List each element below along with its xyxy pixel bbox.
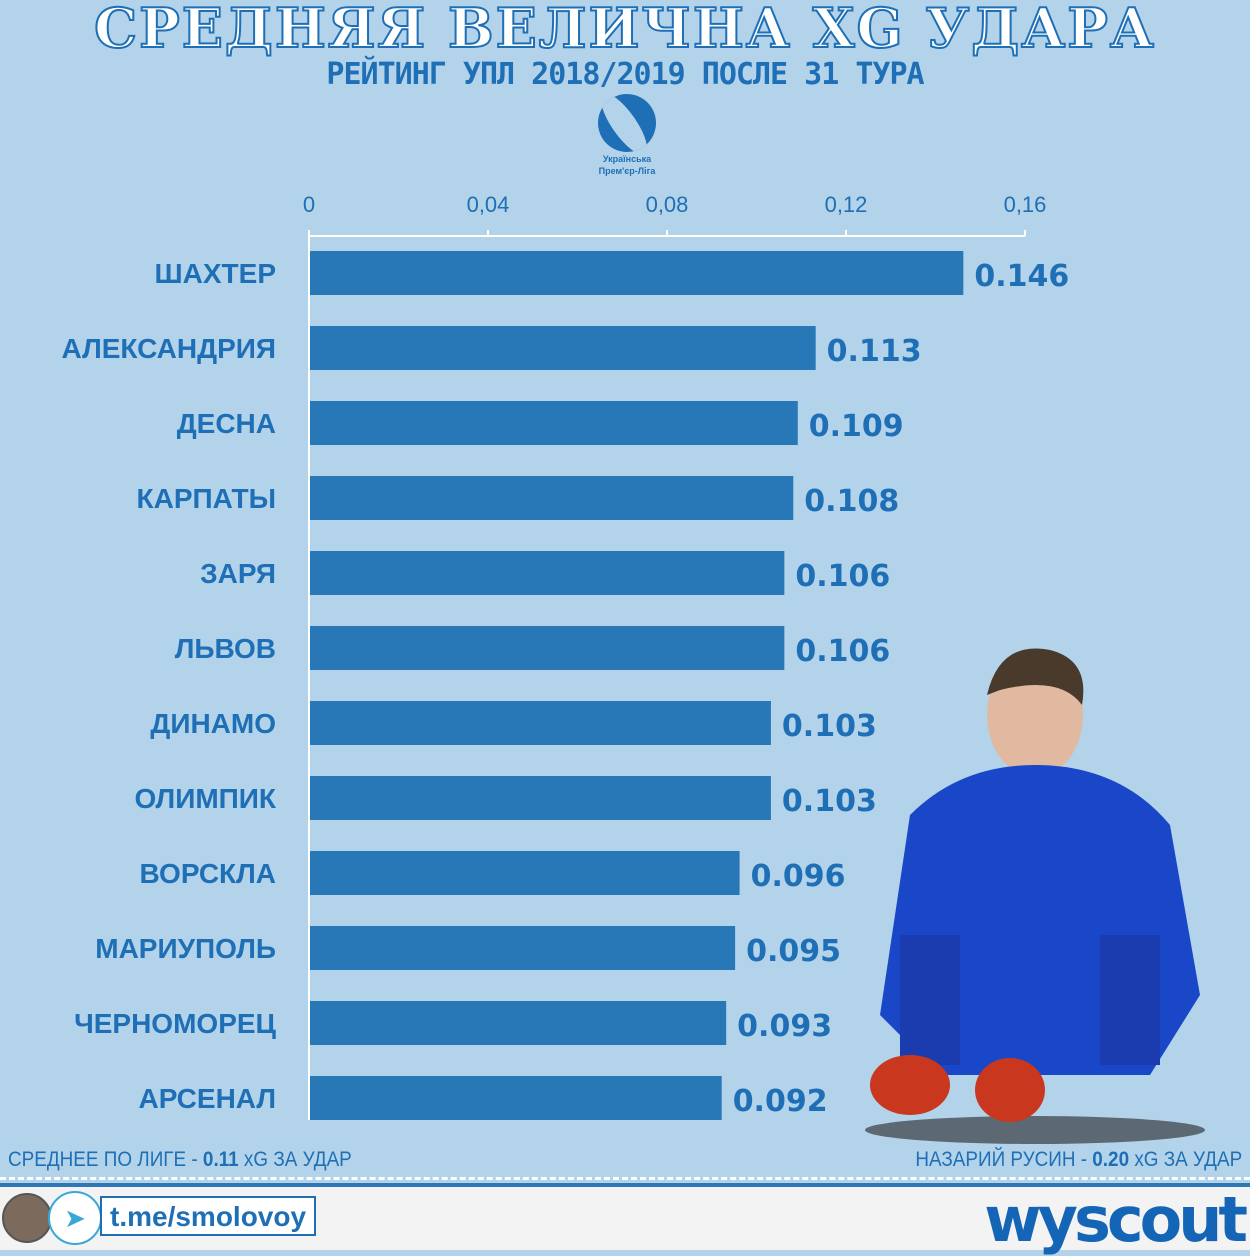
- telegram-icon[interactable]: ➤: [48, 1191, 102, 1245]
- category-label: ОЛИМПИК: [134, 783, 276, 814]
- data-label: 0.106: [795, 559, 890, 594]
- data-label: 0.106: [795, 634, 890, 669]
- bar: [310, 926, 736, 970]
- bar-chart: 0 0,04 0,08 0,12 0,16 ШАХТЕР 0.146 АЛЕКСАНДРИЯ 0…: [62, 192, 1069, 1120]
- page-title: СРЕДНЯЯ ВЕЛИЧНА XG УДАРА: [93, 0, 1156, 60]
- bar: [310, 251, 964, 295]
- note-value: 0.20: [1092, 1148, 1129, 1171]
- category-label: ЛЬВОВ: [175, 633, 276, 664]
- category-label: ШАХТЕР: [155, 258, 277, 289]
- note-value: 0.11: [202, 1148, 239, 1171]
- league-average-note: СРЕДНЕЕ ПО ЛИГЕ - 0.11 xG ЗА УДАР: [8, 1148, 352, 1172]
- bar: [310, 776, 771, 820]
- bar: [310, 1076, 722, 1120]
- category-label: КАРПАТЫ: [137, 483, 276, 514]
- x-tick-label: 0,08: [646, 192, 689, 217]
- category-label: ЗАРЯ: [200, 558, 276, 589]
- subtitle: РЕЙТИНГ УПЛ 2018/2019 ПОСЛЕ 31 ТУРА: [326, 57, 924, 92]
- league-logo: Українська Прем'єр-Ліга: [592, 94, 662, 184]
- data-label: 0.096: [751, 859, 846, 894]
- footer: ➤ t.me/smolovoy wyscout: [0, 1183, 1250, 1256]
- category-label: ДЕСНА: [177, 408, 276, 439]
- bar: [310, 701, 771, 745]
- category-label: АРСЕНАЛ: [138, 1083, 276, 1114]
- x-tick-label: 0,04: [467, 192, 510, 217]
- note-text: СРЕДНЕЕ ПО ЛИГЕ -: [8, 1148, 203, 1171]
- bar: [310, 1001, 727, 1045]
- bar: [310, 851, 740, 895]
- category-label: ДИНАМО: [150, 708, 276, 739]
- divider: [0, 1177, 1250, 1187]
- data-label: 0.146: [974, 259, 1069, 294]
- data-label: 0.109: [809, 409, 904, 444]
- data-label: 0.095: [746, 934, 841, 969]
- category-label: АЛЕКСАНДРИЯ: [62, 333, 276, 364]
- league-logo-line2: Прем'єр-Ліга: [598, 166, 656, 176]
- bar: [310, 326, 816, 370]
- bar: [310, 626, 785, 670]
- league-logo-line1: Українська: [602, 154, 652, 164]
- data-label: 0.093: [737, 1009, 832, 1044]
- data-label: 0.103: [782, 784, 877, 819]
- category-label: ВОРСКЛА: [140, 858, 276, 889]
- bar: [310, 476, 794, 520]
- wyscout-logo: wyscout: [984, 1183, 1248, 1256]
- avatar: [2, 1193, 52, 1243]
- league-ball-icon: [598, 94, 656, 152]
- player-note: НАЗАРИЙ РУСИН - 0.20 xG ЗА УДАР: [915, 1148, 1242, 1172]
- category-label: МАРИУПОЛЬ: [95, 933, 276, 964]
- x-tick-label: 0,16: [1004, 192, 1047, 217]
- note-text: xG ЗА УДАР: [238, 1148, 352, 1171]
- bar: [310, 551, 785, 595]
- data-label: 0.103: [782, 709, 877, 744]
- x-tick-label: 0: [303, 192, 315, 217]
- category-label: ЧЕРНОМОРЕЦ: [74, 1008, 276, 1039]
- data-label: 0.113: [827, 334, 922, 369]
- note-text: xG ЗА УДАР: [1128, 1148, 1242, 1171]
- data-label: 0.092: [733, 1084, 828, 1119]
- bar: [310, 401, 798, 445]
- player-photo: [865, 648, 1205, 1144]
- data-label: 0.108: [804, 484, 899, 519]
- x-tick-label: 0,12: [825, 192, 868, 217]
- telegram-link[interactable]: t.me/smolovoy: [100, 1196, 317, 1236]
- note-text: НАЗАРИЙ РУСИН -: [915, 1148, 1093, 1171]
